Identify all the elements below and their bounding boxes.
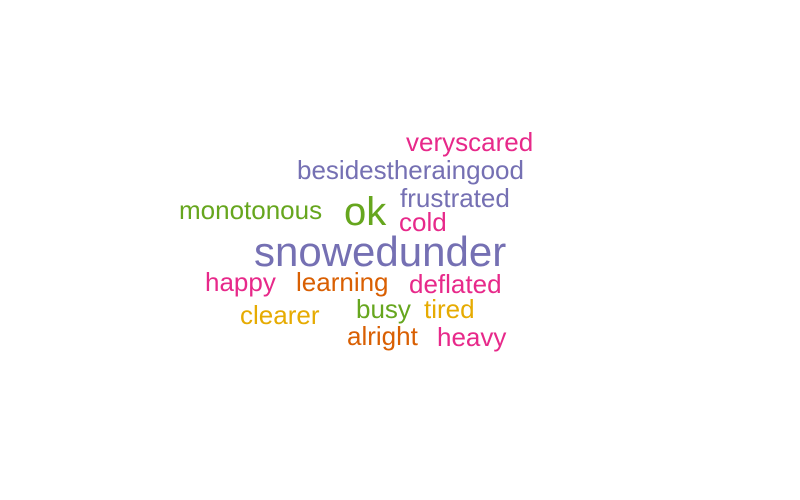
word-heavy: heavy [437, 322, 507, 352]
word-cold: cold [399, 207, 447, 237]
word-busy: busy [356, 294, 411, 324]
word-frustrated: frustrated [400, 183, 510, 213]
word-happy: happy [205, 267, 276, 297]
word-learning: learning [296, 267, 389, 297]
word-veryscared: veryscared [406, 127, 534, 157]
word-alright: alright [347, 321, 418, 351]
word-tired: tired [424, 294, 475, 324]
word-snowedunder: snowedunder [254, 228, 507, 275]
word-besidestheraingood: besidestheraingood [297, 155, 524, 185]
word-ok: ok [344, 190, 387, 234]
word-deflated: deflated [409, 269, 502, 299]
word-clearer: clearer [240, 300, 320, 330]
word-monotonous: monotonous [179, 195, 323, 225]
